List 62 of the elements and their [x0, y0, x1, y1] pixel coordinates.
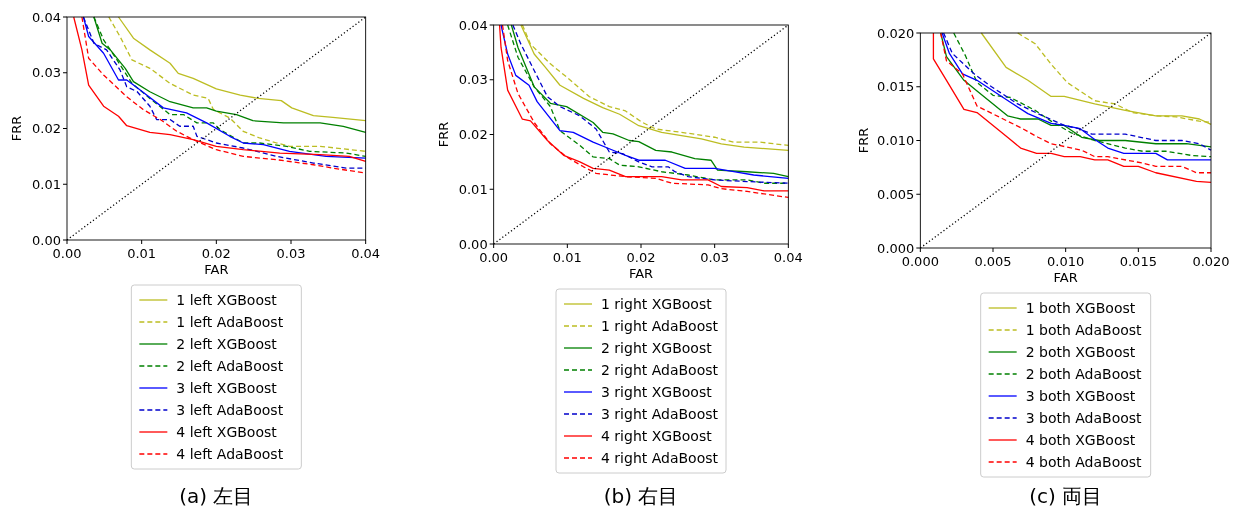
- y-tick-label: 0.01: [32, 176, 61, 192]
- x-axis-title: FAR: [1053, 270, 1078, 285]
- y-tick-label: 0.03: [32, 65, 61, 81]
- y-tick-label: 0.01: [458, 181, 488, 197]
- x-tick-label: 0.00: [52, 246, 82, 261]
- legend-label: 3 right XGBoost: [601, 384, 713, 400]
- x-axis-title: FAR: [628, 266, 654, 281]
- legend-label: 4 right XGBoost: [601, 428, 713, 444]
- legend-label: 4 both AdaBoost: [1025, 454, 1143, 470]
- legend-label: 3 right AdaBoost: [601, 406, 719, 422]
- x-tick-label: 0.015: [1119, 254, 1157, 269]
- y-tick-label: 0.00: [32, 232, 61, 248]
- legend-label: 3 left AdaBoost: [176, 402, 284, 418]
- legend-label: 3 left XGBoost: [176, 380, 278, 396]
- legend-label: 1 left XGBoost: [176, 292, 278, 308]
- y-axis-title: FRR: [856, 127, 872, 154]
- text: (a) 左目: [179, 484, 254, 508]
- legend-label: 1 right XGBoost: [601, 296, 713, 312]
- y-tick-label: 0.005: [877, 186, 915, 202]
- legend-label: 4 left AdaBoost: [176, 446, 284, 462]
- y-tick-label: 0.015: [877, 79, 915, 95]
- x-tick-label: 0.03: [276, 246, 306, 261]
- x-tick-label: 0.020: [1192, 254, 1230, 269]
- x-tick-label: 0.03: [700, 250, 730, 265]
- y-tick-label: 0.04: [458, 17, 488, 33]
- legend-label: 1 right AdaBoost: [601, 318, 719, 334]
- legend-label: 2 left AdaBoost: [176, 358, 284, 374]
- y-tick-label: 0.02: [458, 127, 488, 142]
- y-axis-title: FRR: [9, 115, 24, 142]
- text: (b) 右目: [603, 484, 679, 508]
- x-axis-title: FAR: [204, 262, 229, 277]
- legend-label: 3 both AdaBoost: [1025, 410, 1143, 426]
- x-tick-label: 0.010: [1047, 254, 1085, 269]
- legend-label: 1 left AdaBoost: [176, 314, 284, 330]
- legend-label: 4 both XGBoost: [1025, 432, 1136, 448]
- y-tick-label: 0.03: [458, 72, 488, 88]
- x-tick-label: 0.01: [552, 250, 582, 265]
- text: (c) 両目: [1029, 484, 1103, 508]
- y-tick-label: 0.020: [877, 25, 915, 41]
- x-tick-label: 0.04: [351, 246, 381, 261]
- y-axis-title: FRR: [435, 121, 451, 148]
- legend-label: 2 right AdaBoost: [601, 362, 719, 378]
- legend-label: 2 both AdaBoost: [1025, 366, 1143, 382]
- y-tick-label: 0.04: [32, 9, 61, 25]
- x-tick-label: 0.04: [773, 250, 803, 265]
- x-tick-label: 0.000: [901, 254, 939, 269]
- legend-label: 2 right XGBoost: [601, 340, 713, 356]
- y-tick-label: 0.02: [32, 121, 61, 136]
- legend-label: 3 both XGBoost: [1025, 388, 1136, 404]
- line-series: [117, 16, 367, 122]
- legend-label: 1 both XGBoost: [1025, 300, 1136, 316]
- legend-label: 4 left XGBoost: [176, 424, 278, 440]
- legend-label: 2 both XGBoost: [1025, 344, 1136, 360]
- legend-label: 4 right AdaBoost: [601, 450, 719, 466]
- x-tick-label: 0.005: [974, 254, 1012, 269]
- legend-label: 1 both AdaBoost: [1025, 322, 1143, 338]
- legend-label: 2 left XGBoost: [176, 336, 278, 352]
- x-tick-label: 0.01: [127, 246, 157, 261]
- y-tick-label: 0.010: [877, 133, 915, 148]
- x-tick-label: 0.02: [626, 250, 656, 265]
- x-tick-label: 0.00: [479, 250, 509, 265]
- x-tick-label: 0.02: [201, 246, 231, 261]
